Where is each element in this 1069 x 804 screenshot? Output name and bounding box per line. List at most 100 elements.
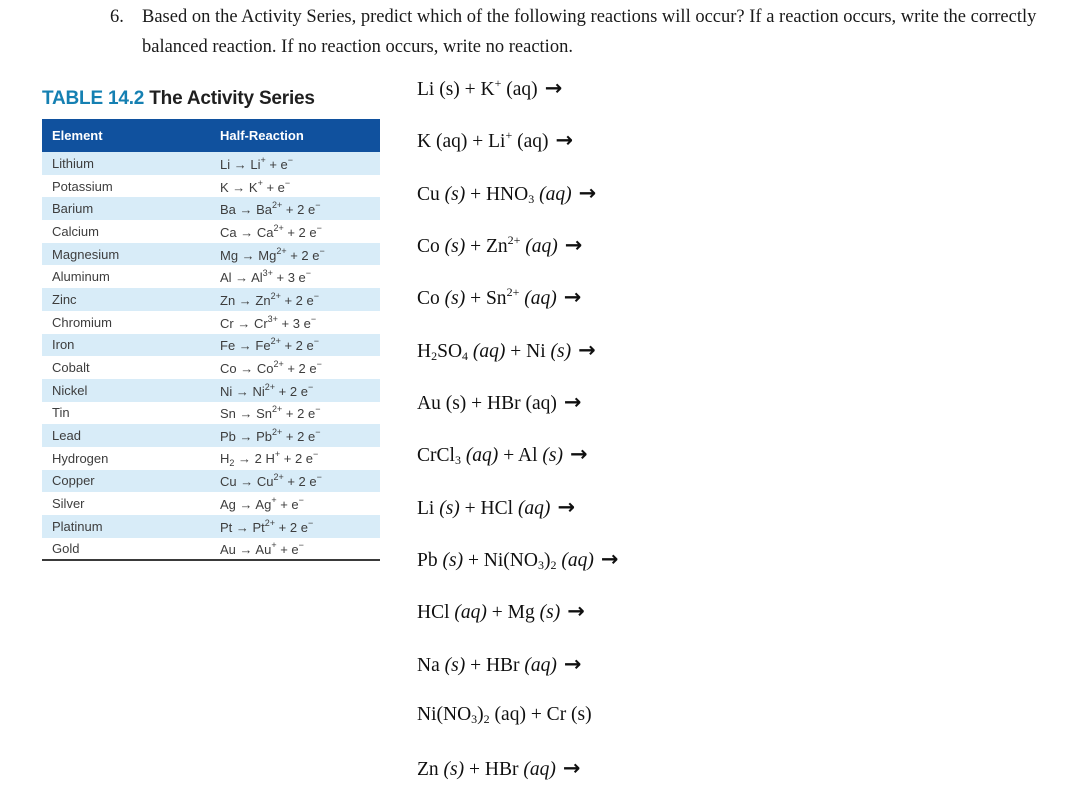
reaction-item: Ni(NO3)2 (aq) + Cr (s)	[417, 704, 618, 756]
table-title-text: The Activity Series	[149, 88, 315, 109]
reaction-formula: Li (s) + K+ (aq)	[417, 76, 538, 100]
reaction-item: Au (s) + HBr (aq) →	[417, 390, 618, 442]
half-reaction-cell: H2 → 2 H+ + 2 e−	[220, 448, 319, 468]
reaction-item: Co (s) + Zn2+ (aq) →	[417, 233, 618, 285]
table-title-label: TABLE 14.2	[42, 88, 145, 109]
half-reaction-cell: Zn → Zn2+ + 2 e−	[210, 288, 380, 311]
element-cell: Nickel	[42, 378, 210, 402]
right-arrow-icon: →	[569, 442, 588, 467]
half-reaction-cell: Fe → Fe2+ + 2 e−	[210, 333, 380, 357]
half-reaction-cell: K → K+ + e−	[220, 177, 291, 195]
half-reaction-cell: Ni → Ni2+ + 2 e−	[210, 378, 380, 402]
half-reaction-cell: Li → Li+ + e−	[210, 152, 380, 175]
half-reaction-cell: Cu → Cu2+ + 2 e−	[210, 469, 380, 493]
element-cell: Platinum	[42, 515, 210, 538]
table-title: TABLE 14.2 The Activity Series	[42, 88, 380, 110]
element-cell: Iron	[42, 333, 210, 357]
half-reaction-cell: Ca → Ca2+ + 2 e−	[220, 222, 322, 240]
question-text: Based on the Activity Series, predict wh…	[142, 7, 1037, 57]
table-row: Hydrogen H2 → 2 H+ + 2 e−	[42, 447, 380, 470]
reaction-item: Pb (s) + Ni(NO3)2 (aq) →	[417, 547, 618, 599]
right-arrow-icon: →	[563, 651, 582, 676]
reaction-formula: H2SO4 (aq) + Ni (s)	[417, 340, 572, 363]
right-arrow-icon: →	[563, 390, 582, 415]
reaction-formula: Cu (s) + HNO3 (aq)	[417, 183, 572, 206]
element-cell: Calcium	[52, 223, 99, 239]
right-arrow-icon: →	[544, 76, 563, 100]
reaction-formula: Pb (s) + Ni(NO3)2 (aq)	[417, 550, 594, 573]
right-arrow-icon: →	[562, 756, 581, 781]
reaction-formula: K (aq) + Li+ (aq)	[417, 128, 549, 153]
reaction-formula: Na (s) + HBr (aq)	[417, 654, 557, 676]
half-reaction-cell: Al → Al3+ + 3 e−	[220, 268, 312, 286]
reaction-formula: Zn (s) + HBr (aq)	[417, 759, 556, 781]
element-cell: Barium	[42, 197, 210, 221]
half-reaction-cell: Co → Co2+ + 2 e−	[220, 359, 322, 377]
question-number: 6.	[110, 7, 124, 27]
table-row: Gold Au → Au+ + e−	[42, 538, 380, 561]
table-row: Potassium K → K+ + e−	[42, 175, 380, 198]
element-cell: Cobalt	[52, 360, 90, 376]
table-row: Tin Sn → Sn2+ + 2 e−	[42, 402, 380, 425]
half-reaction-cell: Pb → Pb2+ + 2 e−	[210, 424, 380, 447]
right-arrow-icon: →	[564, 233, 583, 258]
reaction-item: Co (s) + Sn2+ (aq) →	[417, 285, 618, 337]
reaction-item: Zn (s) + HBr (aq) →	[417, 756, 618, 804]
table-row: Iron Fe → Fe2+ + 2 e−	[42, 333, 380, 357]
half-reaction-cell: Cr → Cr3+ + 3 e−	[220, 313, 317, 331]
right-arrow-icon: →	[563, 285, 582, 310]
table-row: Chromium Cr → Cr3+ + 3 e−	[42, 311, 380, 334]
table-row: Cobalt Co → Co2+ + 2 e−	[42, 356, 380, 379]
right-arrow-icon: →	[557, 494, 576, 519]
table-row: Aluminum Al → Al3+ + 3 e−	[42, 265, 380, 288]
right-arrow-icon: →	[578, 337, 596, 362]
activity-series-table: TABLE 14.2 The Activity Series Element H…	[42, 88, 380, 562]
right-arrow-icon: →	[567, 599, 585, 624]
half-reaction-cell: Au → Au+ + e−	[220, 540, 304, 558]
reaction-list: Li (s) + K+ (aq) → K (aq) + Li+ (aq) → Cu (s…	[417, 76, 618, 804]
element-cell: Magnesium	[42, 242, 210, 266]
reaction-formula: Co (s) + Sn2+ (aq)	[417, 285, 557, 310]
half-reaction-cell: Ag → Ag+ + e−	[220, 495, 304, 513]
right-arrow-icon: →	[578, 180, 597, 205]
table-row: Magnesium Mg → Mg2+ + 2 e−	[42, 242, 380, 266]
reaction-formula: Au (s) + HBr (aq)	[417, 393, 557, 415]
reaction-item: HCl (aq) + Mg (s) →	[417, 599, 618, 651]
right-arrow-icon: →	[600, 547, 619, 572]
reaction-item: CrCl3 (aq) + Al (s) →	[417, 442, 618, 494]
column-header-element: Element	[42, 119, 210, 152]
reaction-formula: Co (s) + Zn2+ (aq)	[417, 233, 558, 258]
column-header-half-reaction: Half-Reaction	[210, 119, 380, 152]
reaction-item: H2SO4 (aq) + Ni (s) →	[417, 338, 618, 390]
table-row: Silver Ag → Ag+ + e−	[42, 492, 380, 515]
element-cell: Hydrogen	[52, 450, 109, 466]
table-row: Barium Ba → Ba2+ + 2 e−	[42, 197, 380, 221]
element-cell: Tin	[52, 405, 70, 421]
reaction-item: Li (s) + K+ (aq) →	[417, 76, 618, 128]
reaction-item: K (aq) + Li+ (aq) →	[417, 128, 618, 180]
reaction-formula: Ni(NO3)2 (aq) + Cr (s)	[417, 704, 592, 727]
element-cell: Lead	[42, 424, 210, 447]
reaction-formula: HCl (aq) + Mg (s)	[417, 602, 561, 624]
question: 6. Based on the Activity Series, predict…	[110, 2, 1045, 62]
table-row: Copper Cu → Cu2+ + 2 e−	[42, 469, 380, 493]
element-cell: Silver	[52, 496, 85, 512]
reaction-item: Cu (s) + HNO3 (aq) →	[417, 181, 618, 233]
element-cell: Gold	[52, 541, 80, 557]
half-reaction-cell: Ba → Ba2+ + 2 e−	[210, 197, 380, 221]
reaction-item: Li (s) + HCl (aq) →	[417, 495, 618, 547]
reaction-formula: Li (s) + HCl (aq)	[417, 497, 551, 519]
table-row: Lead Pb → Pb2+ + 2 e−	[42, 424, 380, 447]
element-cell: Zinc	[42, 288, 210, 311]
element-cell: Potassium	[52, 178, 113, 194]
table-row: Lithium Li → Li+ + e−	[42, 152, 380, 175]
table-row: Nickel Ni → Ni2+ + 2 e−	[42, 378, 380, 402]
reaction-item: Na (s) + HBr (aq) →	[417, 652, 618, 704]
activity-table-body: Lithium Li → Li+ + e− Potassium K → K+ + e−…	[42, 152, 380, 560]
reaction-formula: CrCl3 (aq) + Al (s)	[417, 445, 563, 468]
table-row: Calcium Ca → Ca2+ + 2 e−	[42, 220, 380, 243]
right-arrow-icon: →	[555, 128, 574, 153]
half-reaction-cell: Sn → Sn2+ + 2 e−	[220, 404, 321, 422]
element-cell: Aluminum	[52, 269, 110, 285]
